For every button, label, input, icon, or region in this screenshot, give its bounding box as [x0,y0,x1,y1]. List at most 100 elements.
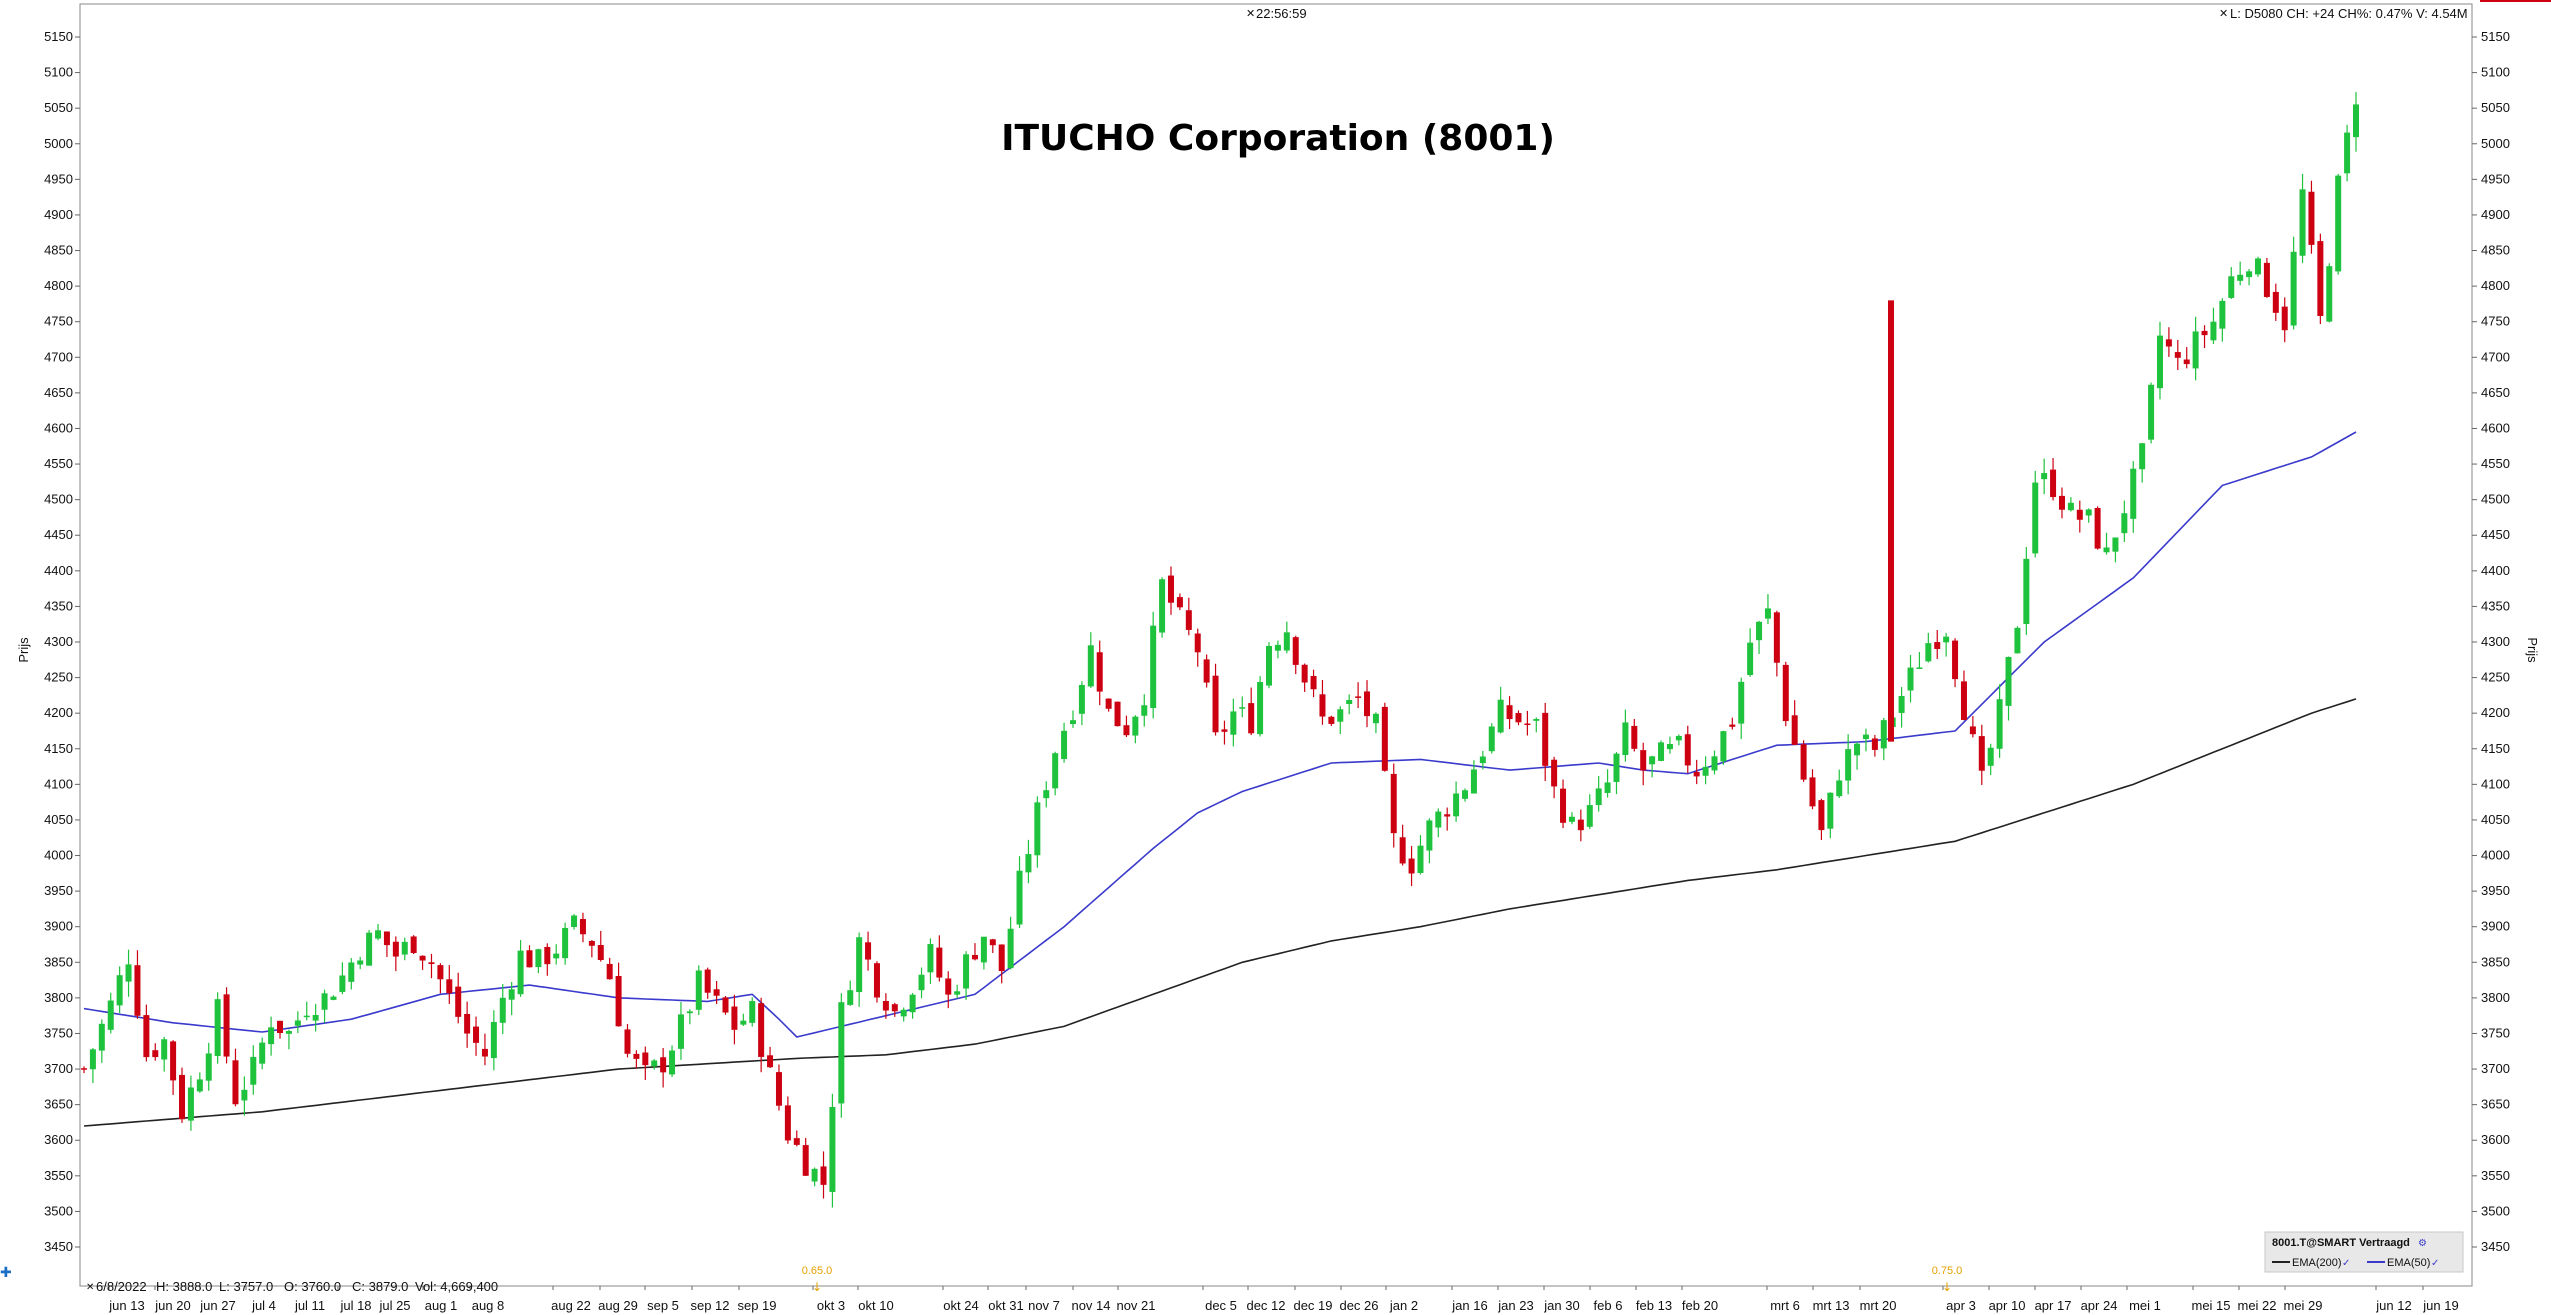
candle-body [1747,642,1754,676]
candle-body [1007,928,1014,969]
candle-body [1533,718,1540,721]
candle-body [713,989,720,996]
candle-body [838,1002,845,1104]
y-tick-label: 4100 [44,776,73,791]
candle-body [2103,547,2110,553]
y-axis-left: 3450 3500 3550 3600 3650 3700 3750 3800 3850 3900… [44,29,80,1254]
candle-body [865,942,872,960]
y-tick-label: 5100 [2481,65,2510,80]
candle-body [722,997,729,1013]
x-tick-label: sep 12 [690,1298,729,1313]
info-date: 6/8/2022 [96,1279,147,1294]
candle-body [1764,608,1771,619]
candle-body [294,1020,301,1026]
candles [81,92,2359,1208]
candle-body [1417,845,1424,873]
y-tick-label: 5000 [44,136,73,151]
candle-body [615,975,622,1027]
candle-body [357,960,364,965]
candle-body [481,1048,488,1057]
candle-body [1087,645,1094,687]
y-tick-label: 4900 [2481,207,2510,222]
y-tick-label: 3450 [44,1239,73,1254]
candle-body [232,1060,239,1105]
x-tick-label: apr 10 [1989,1298,2026,1313]
y-tick-label: 5100 [44,65,73,80]
close-icon[interactable]: ✕ [2219,7,2228,20]
candle-body [1952,640,1959,680]
candle-body [1613,753,1620,782]
y-tick-label: 3800 [44,990,73,1005]
y-tick-label: 4850 [2481,243,2510,258]
x-tick-label: jul 4 [251,1298,276,1313]
candle-body [597,945,604,960]
candle-body [2272,291,2279,313]
candle-body [1390,773,1397,834]
candle-body [2228,276,2235,298]
y-tick-label: 4500 [2481,492,2510,507]
legend[interactable]: 8001.T@SMART Vertraagd ⚙ EMA(200) ✓ EMA(… [2264,1231,2464,1273]
candle-body [517,950,524,995]
y-axis-label-right: Prijs [2525,637,2540,663]
candle-body [241,1089,248,1101]
y-tick-label: 4400 [44,563,73,578]
candle-body [1791,715,1798,745]
candle-body [2156,335,2163,389]
candle-body [1916,667,1923,669]
candle-body [1052,753,1059,789]
y-tick-label: 4600 [44,420,73,435]
candle-body [2335,175,2342,272]
close-icon[interactable]: ✕ [86,1282,94,1293]
y-tick-label: 4550 [44,456,73,471]
candle-body [375,930,382,939]
y-tick-label: 4050 [2481,812,2510,827]
candle-body [1150,625,1157,709]
candle-body [2263,262,2270,297]
candle-body [1025,854,1032,873]
check-icon[interactable]: ✓ [2431,1258,2439,1269]
candle-body [401,941,408,955]
dividend-marker-icon[interactable]: ↓ [812,1280,822,1294]
x-tick-label: mei 29 [2283,1298,2322,1313]
candle-body [571,915,578,928]
x-tick-label: jul 25 [378,1298,410,1313]
y-tick-label: 4250 [44,670,73,685]
x-tick-label: jun 20 [154,1298,190,1313]
y-tick-label: 4450 [2481,527,2510,542]
ema-lines [83,431,2357,1127]
candle-body [936,947,943,978]
candle-body [1364,691,1371,717]
crosshair-icon[interactable]: ✚ [0,1265,12,1281]
y-tick-label: 3750 [44,1025,73,1040]
candle-body [1551,759,1558,787]
x-tick-label: jun 12 [2375,1298,2411,1313]
candle-body [989,939,996,946]
candle-body [1328,716,1335,724]
candle-body [1061,730,1068,760]
candle-body [1043,790,1050,799]
x-tick-label: okt 10 [858,1298,893,1313]
settings-icon[interactable]: ⚙ [2418,1238,2427,1249]
candle-body [1756,621,1763,641]
candle-body [2139,443,2146,470]
candle-body [2121,513,2128,534]
candle-body [544,946,551,965]
candle-body [526,950,533,968]
info-low: L: 3757.0 [219,1279,273,1294]
candle-body [2201,330,2208,336]
x-tick-label: jul 11 [294,1298,325,1313]
legend-symbol: 8001.T@SMART Vertraagd [2272,1237,2410,1249]
dividend-marker-icon[interactable]: ↓ [1942,1280,1952,1294]
x-tick-label: dec 26 [1339,1298,1378,1313]
candle-body [1185,610,1192,630]
candle-body [1355,696,1362,698]
candle-body [2237,274,2244,281]
close-icon[interactable]: ✕ [1246,7,1255,20]
x-tick-label: okt 3 [817,1298,845,1313]
check-icon[interactable]: ✓ [2342,1258,2350,1269]
y-tick-label: 3850 [2481,954,2510,969]
candle-body [1203,659,1210,683]
candle-body [250,1056,257,1085]
y-tick-label: 4050 [44,812,73,827]
candle-body [392,941,399,957]
